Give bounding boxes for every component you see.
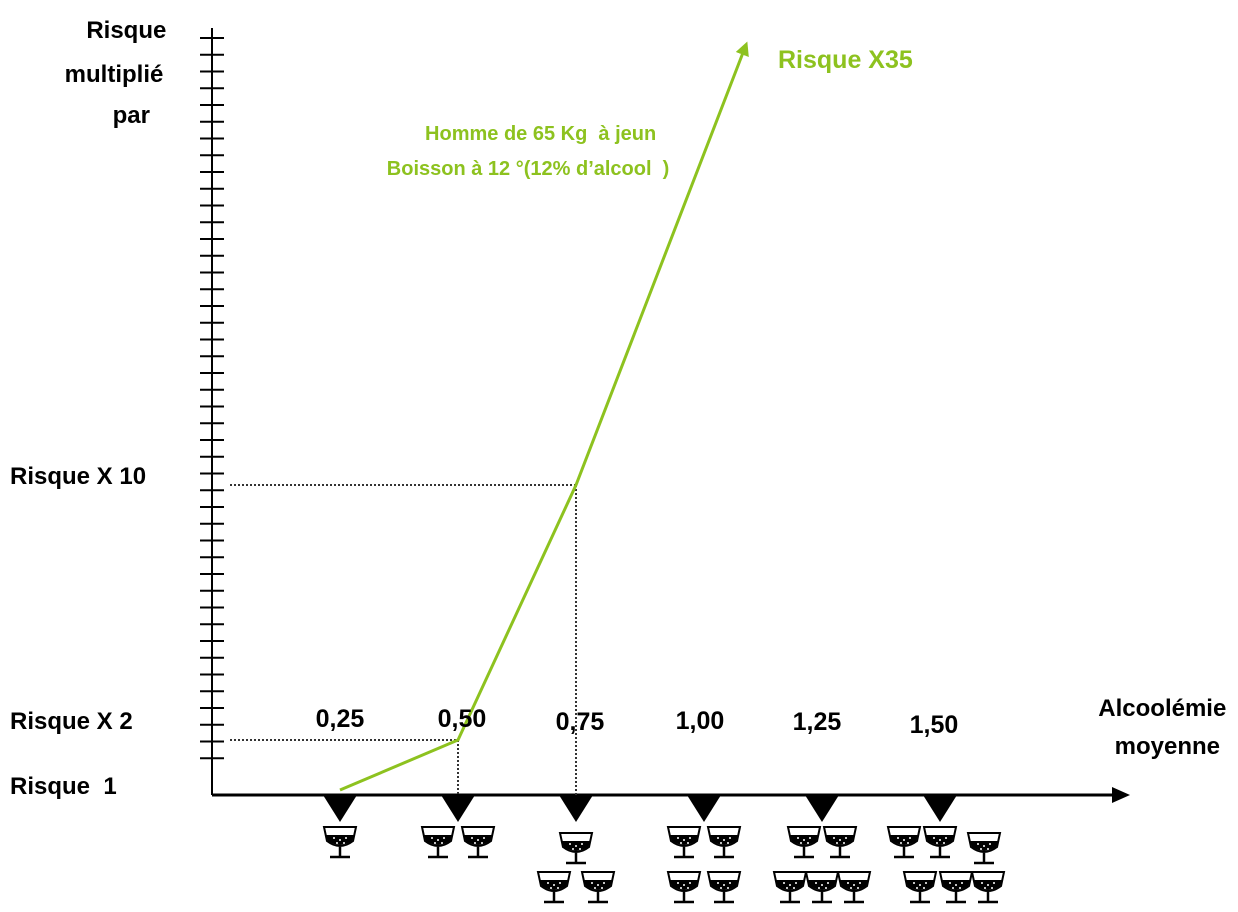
- annotation-line-2: Boisson à 12 °(12% d’alcool ): [387, 158, 670, 180]
- wine-glass-icon: [970, 870, 1006, 904]
- x-tick-label-1: 0,50: [438, 705, 487, 733]
- x-tick-label-5: 1,50: [910, 711, 959, 739]
- wine-glass-icon: [536, 870, 572, 904]
- x-axis-title-line-1: Alcoolémie: [1098, 695, 1226, 722]
- wine-glass-icon: [666, 825, 702, 859]
- y-axis-title: Risque multiplié par: [65, 17, 173, 129]
- y-label-risque-x10: Risque X 10: [10, 463, 146, 490]
- x-tick-label-2: 0,75: [556, 708, 605, 736]
- x-axis-arrowhead: [1112, 787, 1130, 803]
- wine-glass-icon: [666, 870, 702, 904]
- annotation: Homme de 65 Kg à jeun Boisson à 12 °(12%…: [0, 0, 686, 180]
- risk-series-line: [339, 41, 749, 792]
- wine-glass-icon: [460, 825, 496, 859]
- down-triangle-icon: [687, 795, 721, 822]
- wine-glass-icon: [922, 825, 958, 859]
- y-axis-title-line-3: par: [113, 102, 150, 129]
- wine-glass-icon: [902, 870, 938, 904]
- wine-glass-icon: [706, 870, 742, 904]
- y-axis-title-line-2: multiplié: [65, 61, 164, 88]
- wine-glass-icon: [804, 870, 840, 904]
- x-tick-markers: [323, 795, 957, 822]
- wine-glass-icon: [822, 825, 858, 859]
- y-label-risque-x2: Risque X 2: [10, 708, 133, 735]
- down-triangle-icon: [559, 795, 593, 822]
- x-tick-label-3: 1,00: [676, 707, 725, 735]
- wine-glass-icon: [772, 870, 808, 904]
- wine-glass-icon: [322, 825, 358, 859]
- y-label-risque-1: Risque 1: [10, 773, 117, 800]
- down-triangle-icon: [441, 795, 475, 822]
- x-axis-title-line-2: moyenne: [1115, 733, 1220, 760]
- x-tick-label-4: 1,25: [793, 708, 842, 736]
- y-axis-title-line-1: Risque: [86, 17, 166, 44]
- wine-glass-icon: [786, 825, 822, 859]
- wine-glass-icon: [938, 870, 974, 904]
- x-tick-labels: 0,25 0,50 0,75 1,00 1,25 1,50: [316, 705, 959, 739]
- y-axis-ticks: [200, 37, 224, 760]
- wine-glass-icon: [966, 831, 1002, 865]
- glasses: [322, 825, 1006, 904]
- risk-series-points: [339, 47, 745, 791]
- annotation-line-1: Homme de 65 Kg à jeun: [425, 123, 656, 145]
- down-triangle-icon: [805, 795, 839, 822]
- x-axis-title: Alcoolémie moyenne: [1098, 695, 1233, 760]
- down-triangle-icon: [323, 795, 357, 822]
- wine-glass-icon: [420, 825, 456, 859]
- wine-glass-icon: [886, 825, 922, 859]
- wine-glass-icon: [706, 825, 742, 859]
- series-end-label: Risque X35: [778, 46, 913, 74]
- reference-lines: [230, 484, 577, 795]
- wine-glass-icon: [558, 831, 594, 865]
- x-tick-label-0: 0,25: [316, 705, 365, 733]
- wine-glass-icon: [836, 870, 872, 904]
- wine-glass-icon: [580, 870, 616, 904]
- down-triangle-icon: [923, 795, 957, 822]
